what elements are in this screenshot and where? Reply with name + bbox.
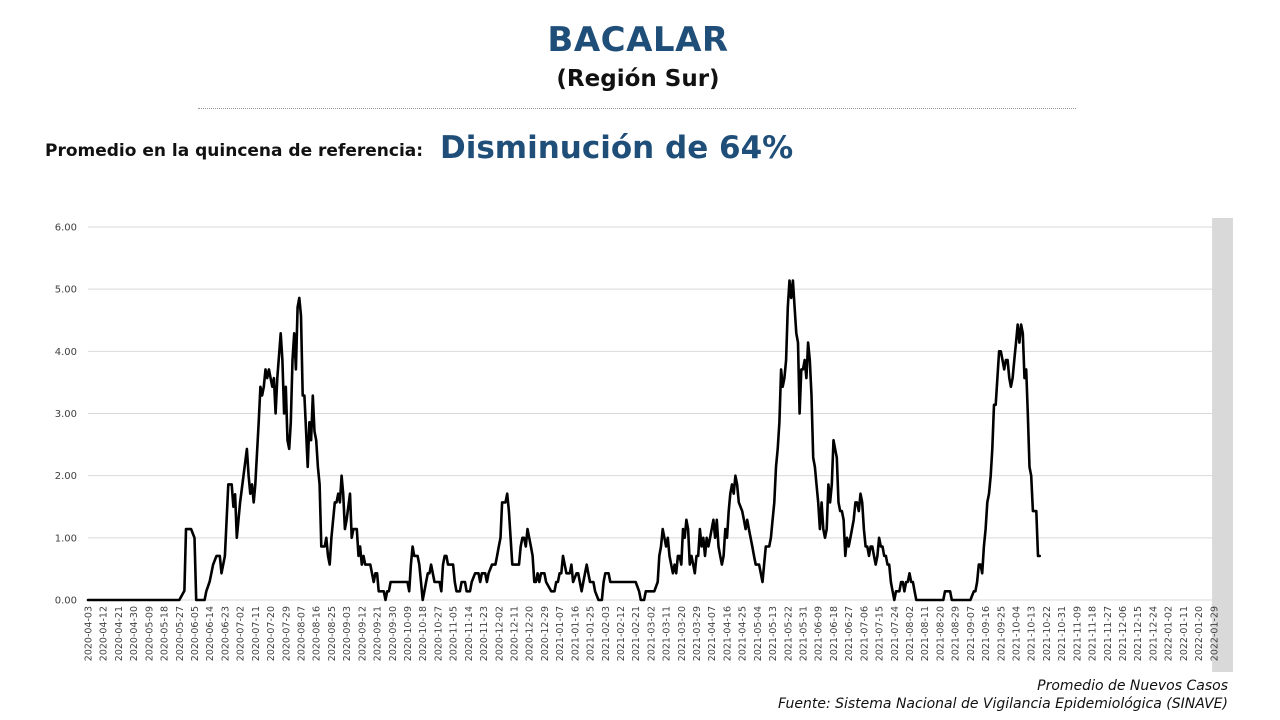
y-tick-label: 3.00	[55, 409, 77, 420]
x-tick-label: 2021-08-02	[905, 606, 916, 661]
x-tick-label: 2021-08-29	[951, 606, 962, 661]
y-tick-label: 5.00	[55, 285, 77, 296]
y-tick-label: 0.00	[55, 596, 77, 607]
x-tick-label: 2021-10-13	[1027, 606, 1038, 661]
x-tick-label: 2020-12-11	[509, 606, 520, 661]
x-tick-label: 2021-02-21	[631, 606, 642, 661]
x-tick-label: 2020-11-23	[479, 606, 490, 661]
x-tick-label: 2020-09-03	[342, 606, 353, 661]
x-tick-label: 2020-05-18	[160, 606, 171, 661]
x-tick-label: 2020-04-12	[99, 606, 110, 661]
x-tick-label: 2021-05-31	[799, 606, 810, 661]
x-tick-label: 2021-05-04	[753, 606, 764, 661]
x-tick-label: 2020-08-07	[296, 606, 307, 661]
series-caption: Promedio de Nuevos Casos	[1037, 678, 1228, 694]
x-tick-label: 2021-03-29	[692, 606, 703, 661]
x-tick-label: 2020-12-02	[494, 606, 505, 661]
x-tick-label: 2021-05-22	[783, 606, 794, 661]
x-tick-label: 2020-09-30	[388, 606, 399, 661]
y-tick-label: 6.00	[55, 223, 77, 234]
series-line	[86, 279, 1041, 602]
x-tick-label: 2021-10-04	[1012, 606, 1023, 661]
x-tick-label: 2021-09-07	[966, 606, 977, 661]
x-tick-label: 2021-01-25	[586, 606, 597, 661]
chart-subtitle: (Región Sur)	[556, 66, 720, 92]
x-tick-label: 2020-07-29	[281, 606, 292, 661]
x-tick-label: 2022-01-02	[1164, 606, 1175, 661]
x-tick-label: 2020-11-05	[449, 606, 460, 661]
x-tick-label: 2021-01-16	[570, 606, 581, 661]
title-divider	[198, 108, 1076, 109]
x-tick-label: 2020-10-09	[403, 606, 414, 661]
x-tick-label: 2020-06-05	[190, 606, 201, 661]
x-tick-label: 2022-01-20	[1194, 606, 1205, 661]
x-tick-label: 2020-06-14	[205, 606, 216, 661]
x-tick-label: 2021-09-25	[996, 606, 1007, 661]
x-tick-label: 2021-06-18	[829, 606, 840, 661]
x-tick-label: 2022-01-11	[1179, 606, 1190, 661]
reference-label: Promedio en la quincena de referencia:	[45, 141, 424, 161]
x-tick-label: 2020-05-09	[144, 606, 155, 661]
x-tick-label: 2020-04-30	[129, 606, 140, 661]
x-tick-label: 2021-04-07	[707, 606, 718, 661]
x-tick-label: 2020-12-20	[525, 606, 536, 661]
x-tick-label: 2022-01-29	[1209, 606, 1220, 661]
x-tick-label: 2021-03-20	[677, 606, 688, 661]
x-tick-label: 2021-04-25	[738, 606, 749, 661]
x-tick-label: 2021-11-18	[1088, 606, 1099, 661]
x-tick-label: 2020-05-27	[175, 606, 186, 661]
x-tick-label: 2021-10-22	[1042, 606, 1053, 661]
x-tick-label: 2020-09-12	[357, 606, 368, 661]
x-tick-label: 2021-04-16	[722, 606, 733, 661]
x-tick-label: 2020-04-03	[84, 606, 95, 661]
x-tick-label: 2020-06-23	[220, 606, 231, 661]
x-tick-label: 2020-11-14	[464, 606, 475, 661]
x-tick-label: 2020-09-21	[373, 606, 384, 661]
x-tick-label: 2021-06-27	[844, 606, 855, 661]
x-tick-label: 2021-09-16	[981, 606, 992, 661]
y-tick-label: 1.00	[55, 533, 77, 544]
x-tick-label: 2020-08-25	[327, 606, 338, 661]
x-tick-label: 2020-07-20	[266, 606, 277, 661]
x-tick-label: 2021-07-15	[875, 606, 886, 661]
x-tick-label: 2021-11-09	[1072, 606, 1083, 661]
x-tick-label: 2020-10-27	[433, 606, 444, 661]
y-tick-label: 2.00	[55, 471, 77, 482]
x-tick-label: 2021-11-27	[1103, 606, 1114, 661]
x-tick-label: 2020-10-18	[418, 606, 429, 661]
source-caption: Fuente: Sistema Nacional de Vigilancia E…	[778, 696, 1228, 712]
x-tick-label: 2021-08-20	[935, 606, 946, 661]
x-tick-label: 2021-01-07	[555, 606, 566, 661]
reference-value: Disminución de 64%	[440, 130, 794, 166]
x-tick-label: 2021-08-11	[920, 606, 931, 661]
x-tick-label: 2020-07-11	[251, 606, 262, 661]
x-tick-label: 2020-07-02	[236, 606, 247, 661]
chart-title: BACALAR	[547, 20, 729, 60]
x-tick-label: 2021-03-02	[646, 606, 657, 661]
x-tick-label: 2021-07-24	[890, 606, 901, 661]
y-tick-label: 4.00	[55, 347, 77, 358]
x-tick-label: 2020-12-29	[540, 606, 551, 661]
x-tick-label: 2020-04-21	[114, 606, 125, 661]
x-tick-label: 2021-07-06	[859, 606, 870, 661]
x-tick-label: 2021-05-13	[768, 606, 779, 661]
x-tick-label: 2020-08-16	[312, 606, 323, 661]
x-tick-label: 2021-12-24	[1148, 606, 1159, 661]
x-tick-label: 2021-02-12	[616, 606, 627, 661]
x-tick-label: 2021-06-09	[814, 606, 825, 661]
x-tick-label: 2021-02-03	[601, 606, 612, 661]
x-tick-label: 2021-12-15	[1133, 606, 1144, 661]
highlight-band	[1212, 218, 1233, 672]
x-tick-label: 2021-10-31	[1057, 606, 1068, 661]
x-tick-label: 2021-03-11	[662, 606, 673, 661]
x-tick-label: 2021-12-06	[1118, 606, 1129, 661]
